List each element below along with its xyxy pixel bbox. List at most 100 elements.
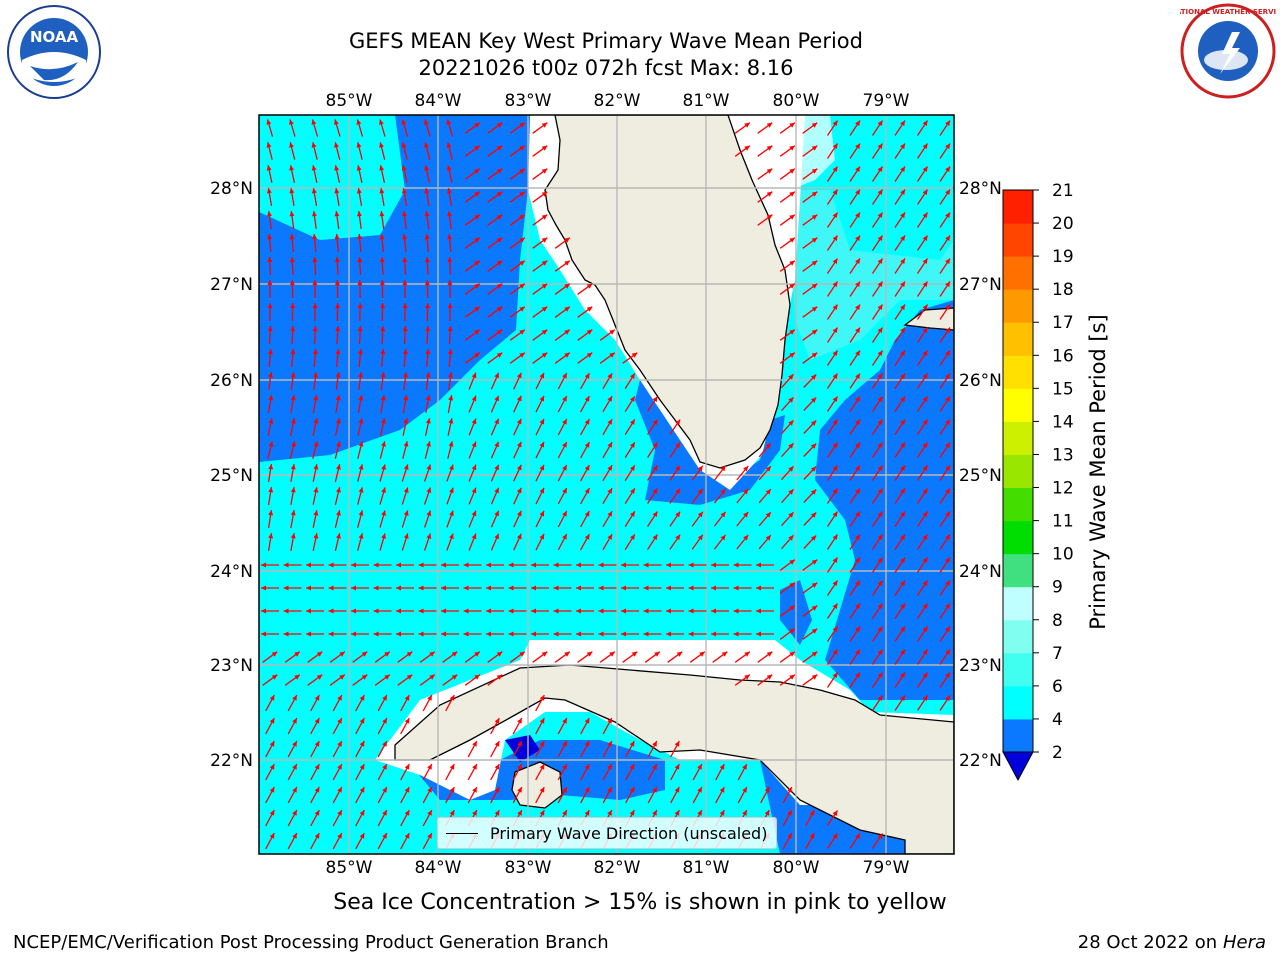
wave-arrow-head	[832, 327, 838, 333]
wave-arrow-head	[832, 488, 838, 494]
wave-arrow-head	[743, 466, 749, 472]
wave-arrow-head	[643, 585, 649, 591]
wave-arrow-head	[811, 191, 818, 197]
wave-arrow-head	[496, 237, 503, 243]
wave-arrow-head	[811, 306, 818, 312]
wave-arrow-head	[382, 741, 387, 747]
wave-arrow-head	[900, 304, 905, 310]
wave-arrow-head	[584, 741, 590, 747]
colorbar-segment	[1003, 553, 1033, 588]
wave-arrow-head	[316, 674, 323, 680]
wave-arrow-head	[922, 465, 928, 471]
wave-arrow-head	[359, 833, 365, 839]
wave-arrow-head	[922, 189, 928, 195]
wave-arrow-head	[810, 374, 817, 380]
wave-arrow-head	[688, 631, 694, 637]
wave-arrow-head	[379, 165, 385, 171]
wave-arrow-head	[900, 258, 905, 264]
wave-arrow-head	[756, 631, 761, 637]
wave-arrow-head	[313, 372, 318, 378]
wave-arrow-head	[643, 608, 649, 614]
wave-arrow-head	[832, 258, 838, 264]
wave-arrow-head	[811, 145, 818, 151]
wave-arrow-head	[290, 464, 296, 470]
wave-arrow-head	[584, 419, 590, 425]
wave-arrow-head	[922, 396, 928, 402]
wave-arrow-head	[406, 674, 413, 680]
wave-arrow-head	[711, 562, 716, 568]
wave-arrow-head	[541, 329, 548, 335]
wave-arrow-head	[268, 487, 274, 493]
wave-arrow-head	[562, 396, 567, 402]
wave-arrow-head	[719, 787, 725, 793]
wave-arrow-head	[403, 372, 408, 378]
wave-arrow-head	[403, 464, 409, 470]
wave-arrow-head	[688, 585, 694, 591]
svg-text:27°N: 27°N	[210, 275, 253, 295]
wave-arrow-head	[447, 211, 452, 217]
wave-arrow-head	[598, 631, 604, 637]
wave-arrow-head	[448, 441, 454, 447]
wave-arrow-head	[494, 764, 500, 770]
wave-arrow-head	[357, 280, 363, 285]
wave-arrow-head	[292, 787, 297, 793]
wave-arrow-head	[630, 396, 635, 402]
wave-arrow-head	[268, 372, 273, 378]
wave-arrow-head	[328, 631, 334, 637]
svg-text:79°W: 79°W	[863, 858, 910, 878]
wave-arrow-head	[379, 234, 385, 240]
svg-text:80°W: 80°W	[773, 858, 820, 878]
wave-arrow-head	[519, 651, 525, 657]
wave-arrow-head	[922, 304, 928, 310]
wave-arrow-head	[564, 283, 570, 289]
wave-arrow-head	[441, 631, 446, 637]
wave-arrow-head	[674, 764, 680, 770]
wave-arrow-head	[629, 810, 635, 816]
wave-arrow-head	[564, 329, 570, 335]
wave-arrow-head	[334, 211, 340, 217]
wave-arrow-head	[877, 695, 883, 701]
wave-arrow-head	[832, 580, 838, 586]
map-legend: Primary Wave Direction (unscaled)	[437, 817, 777, 849]
wave-arrow-head	[788, 420, 794, 426]
wave-arrow-head	[922, 626, 928, 632]
wave-arrow-head	[562, 534, 567, 540]
wave-arrow-head	[494, 441, 499, 448]
wave-arrow-head	[446, 188, 452, 194]
wave-arrow-head	[855, 143, 860, 149]
wave-arrow-head	[261, 631, 266, 637]
wave-arrow-head	[945, 465, 950, 471]
wave-arrow-head	[474, 651, 480, 657]
colorbar-segment	[1003, 487, 1033, 522]
wave-arrow-head	[699, 651, 705, 657]
wave-arrow-head	[494, 718, 500, 724]
wave-arrow-head	[541, 145, 548, 151]
wave-arrow-head	[312, 326, 318, 332]
wave-arrow-head	[607, 465, 613, 471]
wave-arrow-head	[516, 418, 522, 425]
wave-arrow-head	[373, 631, 379, 637]
wave-arrow-head	[789, 582, 795, 588]
wave-arrow-head	[539, 372, 544, 379]
colorbar-segment	[1003, 256, 1033, 290]
wave-arrow-head	[832, 166, 838, 172]
wave-arrow-head	[539, 810, 545, 816]
wave-arrow-head	[290, 418, 296, 424]
wave-arrow-head	[486, 608, 491, 614]
wave-arrow-head	[471, 510, 477, 517]
wave-arrow-head	[756, 585, 761, 591]
wave-arrow-head	[789, 329, 795, 335]
wave-arrow-head	[266, 142, 272, 148]
wave-arrow-head	[855, 833, 860, 839]
wave-arrow-head	[789, 651, 795, 657]
wave-arrow-head	[268, 395, 274, 401]
wave-arrow-head	[283, 608, 289, 614]
wave-arrow-head	[621, 608, 626, 614]
wave-arrow-head	[380, 303, 386, 309]
colorbar-label: 12	[1052, 479, 1074, 499]
wave-arrow-head	[425, 349, 431, 355]
svg-text:82°W: 82°W	[594, 858, 641, 878]
wave-arrow-head	[267, 257, 273, 263]
wave-arrow-head	[268, 441, 274, 447]
wave-arrow-head	[541, 191, 548, 197]
